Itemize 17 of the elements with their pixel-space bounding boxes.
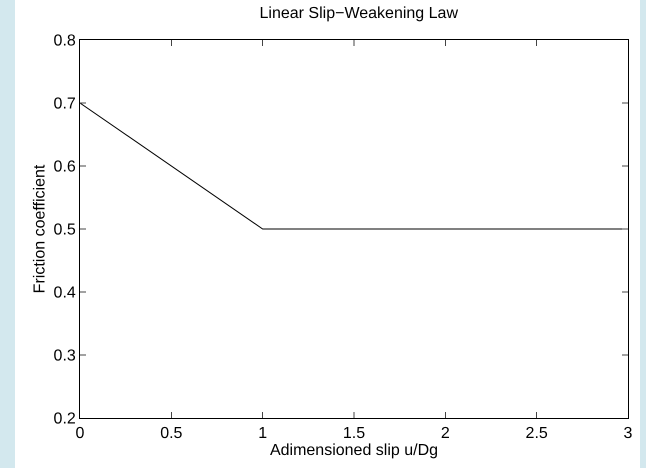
y-tick-label: 0.3 xyxy=(54,348,76,365)
x-tick-label: 1.5 xyxy=(342,425,366,442)
y-axis-title: Friction coefficient xyxy=(31,164,48,294)
x-tick-label: 2 xyxy=(440,425,450,442)
y-tick-label: 0.2 xyxy=(54,410,76,428)
y-tick-label: 0.8 xyxy=(54,32,76,50)
x-tick-label: 3 xyxy=(624,425,633,442)
x-tick-label: 1 xyxy=(258,425,268,442)
x-axis-title: Adimensioned slip u/Dg xyxy=(270,442,438,460)
x-tick-label: 2.5 xyxy=(526,425,548,442)
y-tick-label: 0.7 xyxy=(54,96,76,113)
y-tick-label: 0.5 xyxy=(54,222,76,239)
chart-title: Linear Slip−Weakening Law xyxy=(260,5,458,22)
y-tick-label: 0.6 xyxy=(54,158,76,176)
y-tick-label: 0.4 xyxy=(54,284,76,302)
x-tick-label: 0.5 xyxy=(160,425,183,442)
x-tick-label: 0 xyxy=(76,425,85,442)
